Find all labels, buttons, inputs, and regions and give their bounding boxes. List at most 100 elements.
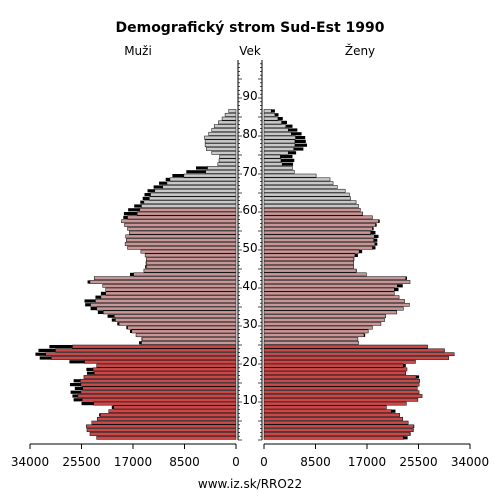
female-bar-age-62 — [263, 200, 357, 205]
left-series-label: Muži — [124, 44, 152, 58]
female-bar-age-81 — [263, 128, 289, 132]
female-bar-age-26 — [263, 337, 359, 341]
male-bar-age-28 — [131, 329, 237, 334]
male-excess-bar-age-36 — [84, 299, 96, 303]
female-bar-age-33 — [263, 310, 397, 315]
male-bar-age-70 — [205, 169, 237, 174]
value-tick-label-right: 34000 — [451, 455, 489, 469]
female-bar-age-86 — [263, 109, 272, 113]
age-tick-label: 60 — [242, 203, 257, 217]
value-tick-label-right: 25500 — [399, 455, 437, 469]
male-bar-age-36 — [95, 299, 237, 303]
female-bar-age-58 — [263, 215, 373, 220]
male-excess-bar-age-66 — [153, 185, 163, 189]
male-bar-age-43 — [133, 272, 237, 277]
male-bar-age-11 — [77, 394, 237, 398]
female-bar-age-78 — [263, 139, 296, 144]
male-excess-bar-age-24 — [49, 345, 73, 349]
male-bar-age-63 — [149, 196, 237, 201]
male-excess-bar-age-26 — [141, 337, 143, 341]
female-excess-bar-age-1 — [410, 432, 411, 436]
male-bar-age-5 — [97, 416, 237, 421]
female-bar-age-70 — [263, 169, 295, 174]
female-bar-age-46 — [263, 261, 354, 265]
male-excess-bar-age-8 — [111, 405, 114, 409]
male-bar-age-35 — [90, 302, 237, 307]
female-bar-age-17 — [263, 371, 407, 376]
male-excess-bar-age-20 — [69, 360, 85, 364]
female-excess-bar-age-80 — [291, 132, 302, 136]
female-excess-bar-age-79 — [295, 136, 306, 140]
male-bar-age-46 — [146, 261, 237, 265]
male-bar-age-75 — [211, 150, 237, 155]
female-bar-age-5 — [263, 416, 403, 421]
male-bar-age-76 — [206, 147, 237, 151]
male-bar-age-77 — [204, 143, 237, 148]
male-bar-age-24 — [72, 344, 237, 349]
female-excess-bar-age-0 — [403, 436, 408, 440]
female-bar-age-49 — [263, 249, 360, 254]
male-bar-age-15 — [80, 378, 237, 383]
male-bar-age-55 — [127, 226, 237, 231]
male-excess-bar-age-29 — [126, 326, 128, 330]
male-excess-bar-age-12 — [70, 390, 81, 394]
male-bar-age-30 — [118, 321, 237, 326]
female-bar-age-44 — [263, 268, 357, 273]
male-excess-bar-age-71 — [196, 166, 208, 170]
male-excess-bar-age-25 — [139, 341, 142, 345]
male-bar-age-7 — [108, 409, 237, 414]
male-bar-age-42 — [93, 276, 237, 281]
female-excess-bar-age-44 — [356, 269, 357, 273]
female-bar-age-32 — [263, 314, 387, 319]
female-bar-age-41 — [263, 280, 411, 284]
male-bar-age-23 — [55, 348, 237, 353]
male-excess-bar-age-61 — [134, 204, 142, 208]
male-bar-age-58 — [127, 215, 237, 220]
female-bar-age-71 — [263, 166, 293, 170]
female-excess-bar-age-52 — [373, 238, 378, 242]
female-bar-age-10 — [263, 397, 419, 402]
female-bar-age-61 — [263, 204, 359, 208]
male-bar-age-83 — [218, 120, 237, 125]
female-bar-age-55 — [263, 226, 373, 231]
female-bar-age-51 — [263, 242, 376, 246]
male-excess-bar-age-14 — [69, 383, 81, 387]
female-excess-bar-age-3 — [413, 424, 415, 428]
female-bar-age-0 — [263, 435, 404, 440]
female-bar-age-40 — [263, 283, 398, 288]
female-excess-bar-age-73 — [280, 158, 295, 162]
female-bar-age-18 — [263, 367, 408, 372]
value-tick-label-left: 34000 — [11, 455, 49, 469]
male-bar-age-13 — [82, 386, 237, 391]
female-bar-age-76 — [263, 147, 294, 151]
female-bar-age-75 — [263, 150, 289, 155]
female-bar-age-16 — [263, 375, 417, 379]
age-tick-label: 90 — [242, 89, 257, 103]
female-bar-age-52 — [263, 238, 374, 243]
male-bar-age-86 — [228, 109, 237, 113]
female-bar-age-82 — [263, 124, 287, 129]
female-bar-age-50 — [263, 245, 373, 250]
female-bar-age-9 — [263, 401, 407, 406]
male-bar-age-74 — [219, 154, 237, 159]
female-bar-age-68 — [263, 177, 331, 182]
male-bar-age-20 — [84, 359, 237, 364]
male-bar-age-60 — [139, 207, 237, 212]
female-bar-age-69 — [263, 173, 317, 178]
female-bar-age-34 — [263, 306, 404, 311]
male-bar-age-2 — [86, 428, 237, 433]
female-excess-bar-age-84 — [277, 117, 283, 121]
male-bar-age-31 — [115, 318, 237, 322]
male-bar-age-65 — [154, 188, 237, 193]
value-tick-label-left: 17000 — [114, 455, 152, 469]
female-bar-age-79 — [263, 135, 296, 140]
female-bar-age-3 — [263, 424, 414, 429]
female-bar-age-45 — [263, 264, 354, 269]
male-bar-age-67 — [166, 181, 237, 186]
male-bar-age-22 — [45, 352, 237, 357]
male-bar-age-71 — [207, 166, 237, 170]
age-axis-label: Vek — [239, 44, 261, 58]
female-excess-bar-age-27 — [363, 333, 366, 337]
female-bar-age-8 — [263, 405, 387, 410]
male-bar-age-68 — [169, 177, 237, 182]
